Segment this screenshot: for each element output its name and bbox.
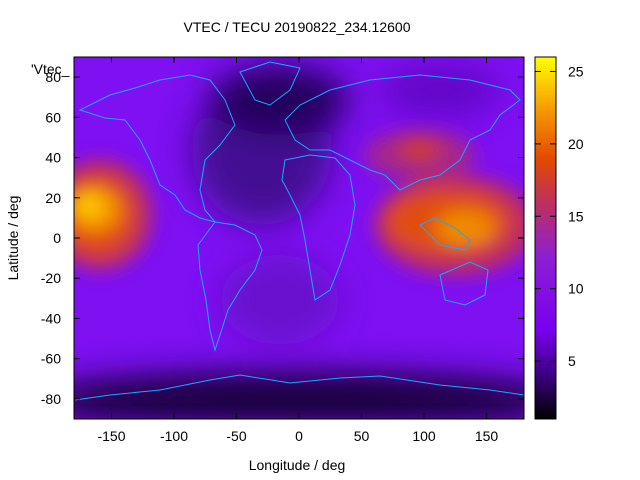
y-tick-label: -20 xyxy=(41,270,61,286)
y-axis-label: Latitude / deg xyxy=(5,196,21,281)
south-america-coastline xyxy=(197,221,263,352)
y-tick-label: -40 xyxy=(41,310,61,326)
y-tick-label: -80 xyxy=(41,391,61,407)
y-tick-label: 20 xyxy=(45,190,61,206)
colorbar-tick-label: 20 xyxy=(568,136,584,152)
y-tick-label: 40 xyxy=(45,150,61,166)
y-tick-label: 60 xyxy=(45,109,61,125)
colorbar xyxy=(534,56,557,420)
africa-coastline xyxy=(281,154,356,301)
australia-coastline xyxy=(439,261,489,306)
colorbar-ticks: 5 10 15 20 25 xyxy=(535,63,584,369)
x-axis: -150 -100 -50 0 50 100 150 xyxy=(97,57,498,444)
x-tick-label: -100 xyxy=(160,428,188,444)
colorbar-tick-label: 25 xyxy=(568,63,584,79)
x-tick-label: -50 xyxy=(226,428,246,444)
high-tec-regions xyxy=(74,130,524,275)
colorbar-tick-label: 10 xyxy=(568,281,584,297)
greenland-coastline xyxy=(239,61,301,106)
antarctica-coastline xyxy=(74,374,524,401)
colorbar-tick-label: 5 xyxy=(568,353,576,369)
x-tick-label: 150 xyxy=(475,428,499,444)
chart-title: VTEC / TECU 20190822_234.12600 xyxy=(183,19,410,35)
legend-label: 'Vtec_ xyxy=(31,61,70,77)
x-tick-label: 100 xyxy=(412,428,436,444)
x-tick-label: 0 xyxy=(295,428,303,444)
y-tick-label: 80 xyxy=(45,69,61,85)
x-tick-label: 50 xyxy=(354,428,370,444)
eurasia-coastline xyxy=(284,74,521,191)
coastlines xyxy=(74,61,524,401)
y-tick-label: 0 xyxy=(53,230,61,246)
maritime-continent-coastline xyxy=(419,217,471,251)
north-america-coastline xyxy=(78,74,236,223)
y-axis: -80 -60 -40 -20 0 20 40 60 80 xyxy=(41,69,524,407)
heatmap xyxy=(74,57,524,419)
colorbar-tick-label: 15 xyxy=(568,208,584,224)
y-tick-label: -60 xyxy=(41,351,61,367)
x-axis-label: Longitude / deg xyxy=(249,457,346,473)
x-tick-label: -150 xyxy=(97,428,125,444)
